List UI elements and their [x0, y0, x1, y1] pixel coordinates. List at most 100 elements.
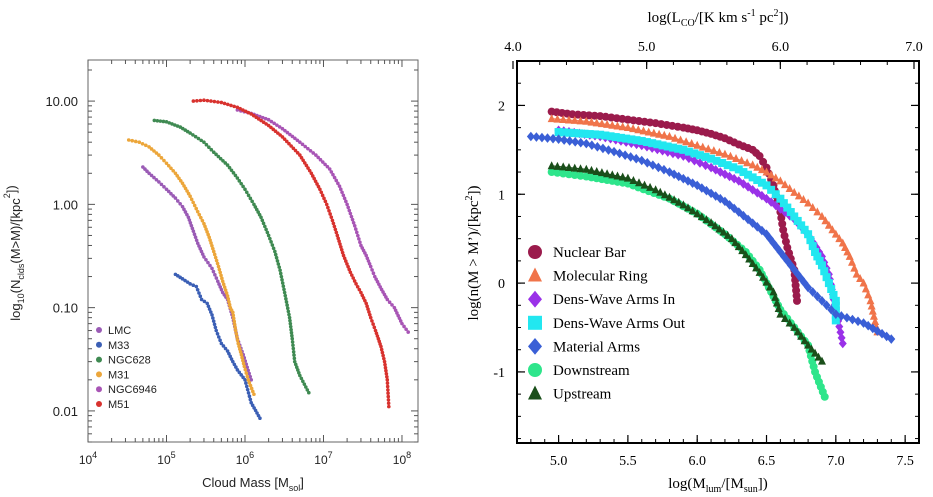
data-point: [640, 180, 649, 189]
data-point: [244, 384, 249, 389]
data-point: [232, 104, 236, 109]
data-point: [195, 99, 199, 103]
data-point: [199, 249, 204, 254]
data-point: [302, 382, 307, 386]
data-point: [199, 138, 203, 143]
legend-marker: [528, 245, 542, 259]
data-point: [284, 297, 288, 301]
data-point: [613, 121, 622, 130]
data-point: [304, 385, 308, 389]
data-point: [618, 122, 627, 131]
data-point: [196, 136, 201, 141]
data-point: [654, 162, 663, 173]
data-point: [197, 212, 202, 217]
legend-marker: [528, 290, 542, 308]
data-point: [729, 163, 738, 172]
data-point: [345, 202, 349, 207]
data-point: [291, 350, 296, 354]
data-point: [790, 187, 799, 196]
data-point: [887, 334, 896, 344]
data-point: [212, 99, 217, 104]
data-point: [368, 312, 372, 317]
data-point: [869, 311, 878, 320]
data-point: [241, 108, 245, 112]
data-point: [554, 134, 563, 144]
data-point: [709, 146, 718, 155]
data-point: [732, 153, 741, 162]
data-point: [668, 148, 677, 159]
data-point: [822, 300, 831, 311]
left-plot-frame: [87, 59, 419, 443]
data-point: [793, 327, 802, 336]
data-point: [807, 344, 816, 353]
data-point: [173, 171, 178, 176]
data-point: [723, 161, 732, 170]
data-point: [352, 224, 357, 228]
data-point: [404, 327, 408, 332]
data-point: [231, 316, 236, 321]
x-tick-label: 5.0: [550, 454, 568, 469]
data-point: [338, 242, 342, 246]
y-tick-label: 1.00: [53, 197, 78, 212]
data-point: [216, 154, 221, 159]
data-point: [274, 255, 279, 260]
data-point: [808, 242, 817, 251]
data-point: [575, 129, 584, 138]
data-point: [235, 338, 240, 343]
data-point: [757, 178, 766, 187]
data-point: [217, 267, 222, 272]
right-plot-series: [526, 107, 896, 401]
data-point: [293, 136, 297, 141]
data-point: [604, 145, 613, 155]
data-point: [290, 336, 295, 341]
data-point: [289, 330, 294, 335]
data-point: [808, 287, 817, 297]
data-point: [697, 212, 706, 221]
data-point: [549, 133, 558, 144]
data-point: [634, 178, 643, 187]
data-point: [576, 137, 585, 148]
data-point: [357, 237, 361, 241]
data-point: [208, 263, 212, 268]
data-point: [385, 381, 390, 385]
data-point: [719, 227, 728, 236]
data-point: [570, 129, 579, 138]
data-point: [655, 129, 664, 138]
data-point: [665, 131, 674, 140]
data-point: [352, 279, 357, 283]
data-point: [191, 200, 195, 205]
data-point: [243, 187, 247, 192]
data-point: [219, 273, 223, 278]
data-point: [126, 138, 131, 142]
data-point: [848, 257, 856, 266]
data-point: [190, 226, 195, 231]
data-point: [189, 223, 194, 228]
data-point: [648, 160, 657, 170]
data-point: [383, 362, 387, 367]
data-point: [323, 162, 327, 167]
data-point: [318, 157, 323, 162]
data-point: [152, 118, 157, 123]
data-point: [295, 368, 300, 372]
data-point: [221, 159, 225, 163]
data-point: [406, 330, 410, 334]
legend-marker: [96, 327, 102, 333]
data-point: [213, 273, 217, 277]
data-point: [871, 316, 880, 325]
x-tick-label: 106: [236, 450, 254, 467]
data-point: [278, 271, 283, 276]
data-point: [166, 163, 171, 168]
data-point: [238, 350, 243, 354]
data-point: [587, 140, 596, 151]
data-point: [245, 365, 250, 370]
data-point: [370, 268, 374, 272]
legend-label: M51: [108, 399, 129, 411]
data-point: [211, 269, 216, 274]
data-point: [283, 293, 288, 298]
data-point: [582, 116, 591, 125]
data-point: [813, 252, 822, 261]
data-point: [779, 199, 788, 208]
data-point: [248, 374, 253, 379]
data-point: [333, 227, 338, 232]
data-point: [209, 310, 213, 314]
